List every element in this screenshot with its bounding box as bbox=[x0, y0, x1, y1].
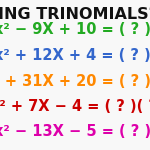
Text: x² − 9X + 10 = ( ? )(: x² − 9X + 10 = ( ? )( bbox=[0, 22, 150, 38]
Text: x² + 12X + 4 = ( ? )(: x² + 12X + 4 = ( ? )( bbox=[0, 48, 150, 63]
Text: FACTORING TRINOMIALS?: FACTORING TRINOMIALS? bbox=[0, 7, 150, 22]
Text: x² − 13X − 5 = ( ? )(: x² − 13X − 5 = ( ? )( bbox=[0, 124, 150, 140]
Text: x² + 7X − 4 = ( ? )( ?: x² + 7X − 4 = ( ? )( ? bbox=[0, 99, 150, 114]
Text: x² + 31X + 20 = ( ? )(: x² + 31X + 20 = ( ? )( bbox=[0, 74, 150, 88]
